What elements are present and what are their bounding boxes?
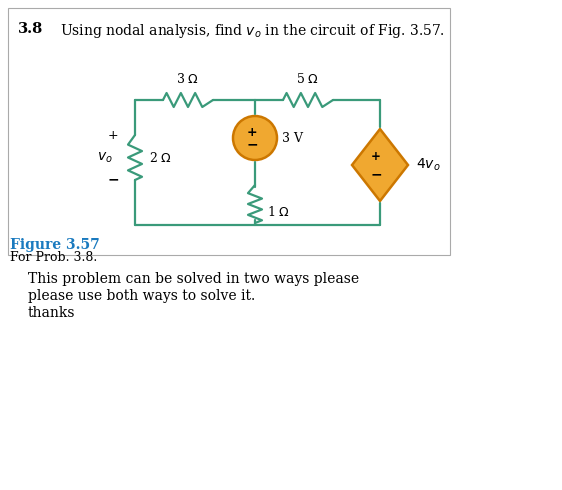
- Text: +: +: [371, 149, 381, 163]
- Text: Using nodal analysis, find $v_o$ in the circuit of Fig. 3.57.: Using nodal analysis, find $v_o$ in the …: [60, 22, 445, 40]
- Text: 1 $\Omega$: 1 $\Omega$: [267, 205, 290, 219]
- Text: −: −: [107, 172, 119, 187]
- Bar: [8, 8, 450, 255]
- Text: +: +: [108, 129, 119, 142]
- Text: +: +: [247, 125, 257, 139]
- Text: 3.8: 3.8: [18, 22, 43, 36]
- Text: 5 $\Omega$: 5 $\Omega$: [297, 72, 320, 86]
- Text: $v_o$: $v_o$: [97, 150, 113, 165]
- Circle shape: [233, 116, 277, 160]
- Text: please use both ways to solve it.: please use both ways to solve it.: [28, 289, 255, 303]
- Polygon shape: [352, 129, 408, 201]
- Text: −: −: [246, 137, 258, 151]
- Text: For Prob. 3.8.: For Prob. 3.8.: [10, 251, 97, 264]
- Text: This problem can be solved in two ways please: This problem can be solved in two ways p…: [28, 272, 359, 286]
- Text: thanks: thanks: [28, 306, 75, 320]
- Text: 3 $\Omega$: 3 $\Omega$: [176, 72, 200, 86]
- Text: 3 V: 3 V: [282, 131, 303, 145]
- Text: $4v_o$: $4v_o$: [416, 157, 441, 173]
- Text: −: −: [370, 167, 382, 181]
- Text: Figure 3.57: Figure 3.57: [10, 238, 99, 252]
- Text: 2 $\Omega$: 2 $\Omega$: [149, 150, 172, 165]
